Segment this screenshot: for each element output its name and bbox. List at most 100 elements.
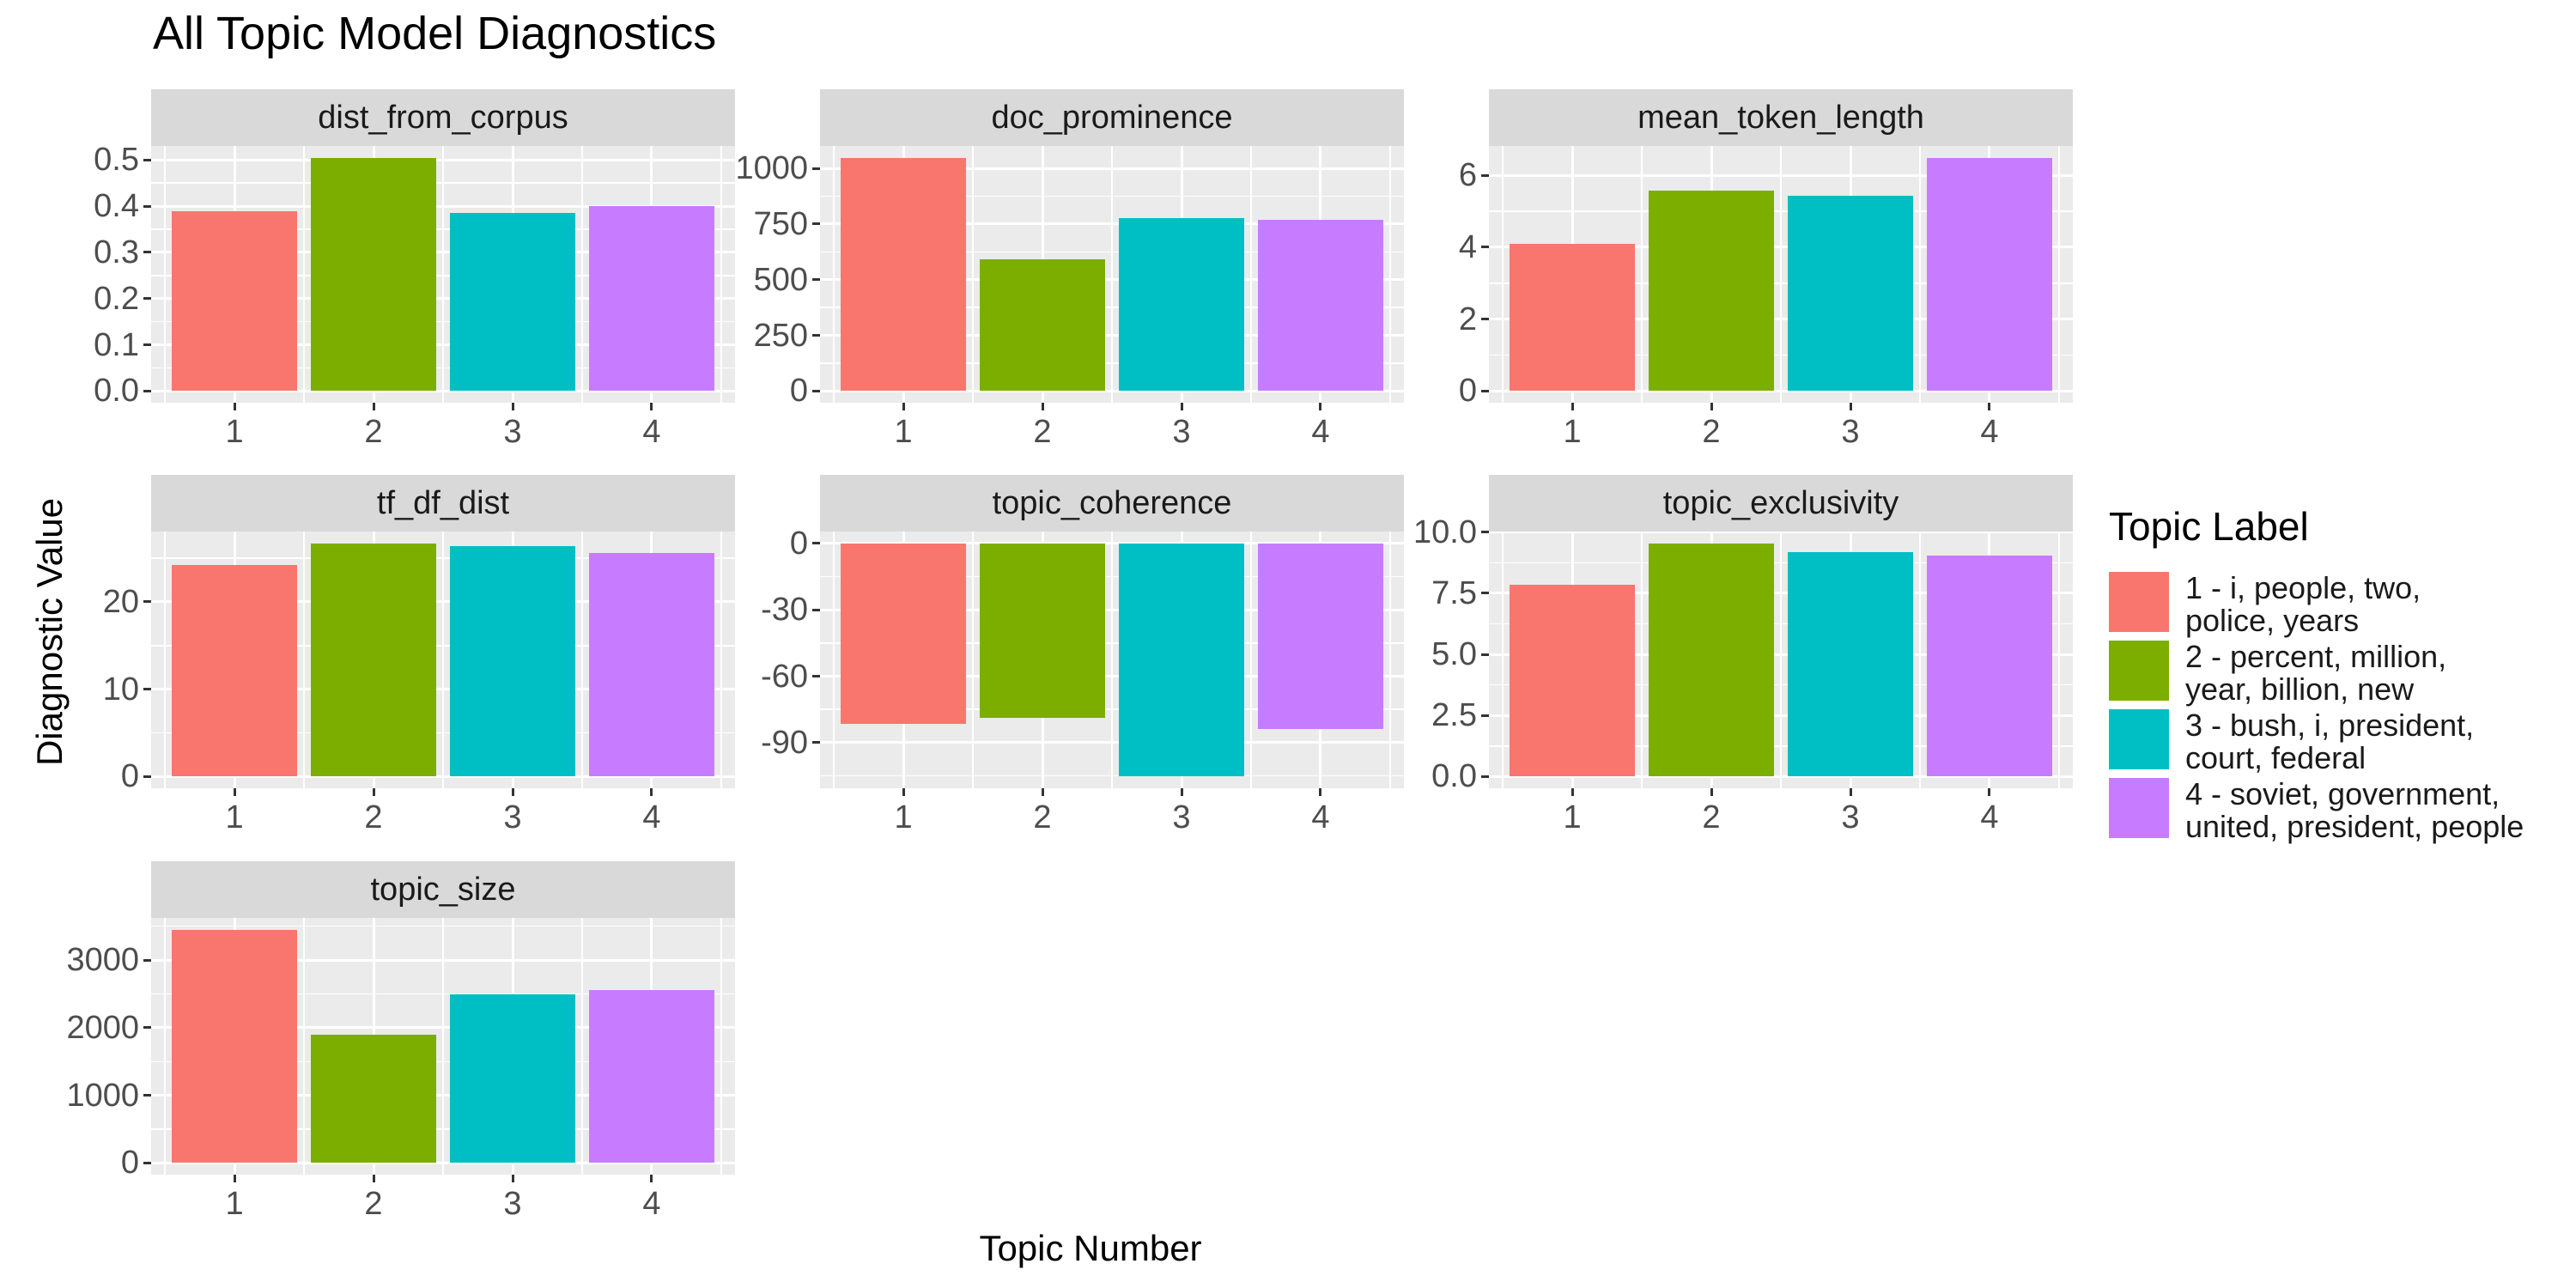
facet-strip-topic_exclusivity: topic_exclusivity <box>1489 475 2073 532</box>
y-tick-label: 2000 <box>66 1009 139 1046</box>
minor-gridline <box>442 918 444 1175</box>
bar-mean_token_length-topic-2 <box>1649 190 1774 392</box>
x-tick-mark <box>650 788 653 796</box>
x-tick-label: 3 <box>503 799 522 835</box>
y-tick-mark <box>143 688 151 691</box>
facet-strip-label: topic_exclusivity <box>1662 484 1899 521</box>
minor-gridline <box>581 918 583 1175</box>
facet-panel-topic_exclusivity <box>1489 532 2073 788</box>
bar-topic_size-topic-4 <box>589 990 714 1163</box>
y-tick-mark <box>143 389 151 392</box>
y-tick-label: 0.4 <box>94 188 139 225</box>
facet-strip-label: topic_size <box>370 871 516 908</box>
y-tick-label: 0.0 <box>94 373 139 410</box>
y-tick-mark <box>812 542 820 545</box>
bar-topic_size-topic-2 <box>311 1034 436 1163</box>
facet-panel-tf_df_dist <box>151 532 735 788</box>
x-tick-mark <box>1849 788 1852 796</box>
y-tick-label: 1000 <box>735 150 808 186</box>
legend-item-topic-4: 4 - soviet, government, united, president… <box>2109 778 2573 842</box>
y-tick-mark <box>143 158 151 161</box>
major-gridline <box>1489 714 2073 717</box>
bar-dist_from_corpus-topic-2 <box>311 157 436 392</box>
x-tick-label: 1 <box>1563 414 1582 450</box>
y-tick-label: 0 <box>789 373 808 410</box>
minor-gridline <box>1919 146 1921 403</box>
x-tick-mark <box>511 788 514 796</box>
legend-label-line: court, federal <box>2185 739 2366 775</box>
x-tick-label: 2 <box>364 1186 383 1222</box>
facet-panel-mean_token_length <box>1489 146 2073 403</box>
y-axis-title: Diagnostic Value <box>29 497 70 767</box>
minor-gridline <box>2058 146 2060 403</box>
major-gridline <box>151 958 735 962</box>
chart-title: All Topic Model Diagnostics <box>153 8 717 59</box>
major-gridline <box>151 343 735 347</box>
bar-tf_df_dist-topic-3 <box>450 545 575 777</box>
x-tick-label: 3 <box>1841 799 1860 835</box>
minor-gridline <box>1389 532 1391 788</box>
facet-panel-topic_coherence <box>820 532 1404 788</box>
major-gridline <box>820 741 1404 744</box>
major-gridline <box>1489 173 2073 177</box>
bar-doc_prominence-topic-3 <box>1119 217 1244 392</box>
y-tick-mark <box>812 222 820 226</box>
minor-gridline <box>164 532 166 788</box>
major-gridline <box>820 675 1404 677</box>
x-tick-mark <box>1849 403 1852 410</box>
major-gridline <box>820 222 1404 226</box>
y-tick-label: 0 <box>789 525 808 562</box>
facet-strip-mean_token_length: mean_token_length <box>1489 89 2073 146</box>
major-gridline <box>151 389 735 392</box>
facet-strip-topic_coherence: topic_coherence <box>820 475 1404 532</box>
y-tick-mark <box>143 1161 151 1164</box>
x-tick-label: 4 <box>1311 799 1330 835</box>
y-tick-label: 0.2 <box>94 280 139 317</box>
y-tick-label: 6 <box>1458 157 1477 194</box>
y-tick-mark <box>1481 531 1489 534</box>
x-tick-label: 2 <box>1033 799 1052 835</box>
minor-gridline <box>720 532 722 788</box>
legend-label-line: united, president, people <box>2185 808 2524 844</box>
bar-doc_prominence-topic-4 <box>1258 220 1383 392</box>
minor-gridline <box>442 146 444 403</box>
minor-gridline <box>581 532 583 788</box>
minor-gridline <box>1111 532 1113 788</box>
y-tick-mark <box>143 600 151 604</box>
major-gridline <box>820 542 1404 545</box>
y-tick-label: 10 <box>102 671 139 708</box>
minor-gridline <box>972 146 974 403</box>
y-tick-mark <box>143 204 151 208</box>
major-gridline <box>1489 318 2073 321</box>
major-gridline <box>151 297 735 301</box>
bar-doc_prominence-topic-2 <box>980 259 1105 392</box>
y-tick-label: 10.0 <box>1413 513 1477 550</box>
y-tick-label: 20 <box>102 583 139 620</box>
minor-gridline <box>303 532 305 788</box>
legend-swatch-topic-4 <box>2109 778 2169 838</box>
bar-tf_df_dist-topic-2 <box>311 543 436 777</box>
x-tick-mark <box>1041 788 1044 796</box>
bar-dist_from_corpus-topic-3 <box>450 213 575 392</box>
facet-strip-label: dist_from_corpus <box>318 99 568 136</box>
legend-label-topic-2: 2 - percent, million, year, billion, new <box>2185 641 2572 705</box>
y-tick-label: 250 <box>753 317 808 354</box>
bar-doc_prominence-topic-1 <box>841 157 966 392</box>
y-tick-mark <box>143 1026 151 1030</box>
bar-topic_size-topic-1 <box>172 929 297 1163</box>
major-gridline <box>820 389 1404 392</box>
legend-item-topic-2: 2 - percent, million, year, billion, new <box>2109 641 2573 705</box>
legend-label-line: 1 - i, people, two, <box>2185 570 2421 605</box>
y-tick-mark <box>143 343 151 347</box>
x-tick-mark <box>511 403 514 410</box>
legend-label-line: 2 - percent, million, <box>2185 639 2447 674</box>
y-tick-mark <box>812 389 820 392</box>
minor-gridline <box>720 918 722 1175</box>
minor-gridline <box>581 146 583 403</box>
x-tick-mark <box>233 1175 236 1182</box>
minor-gridline <box>303 918 305 1175</box>
legend-item-topic-1: 1 - i, people, two, police, years <box>2109 572 2573 636</box>
x-tick-label: 3 <box>503 414 522 450</box>
y-tick-label: -60 <box>761 658 808 695</box>
major-gridline <box>820 278 1404 282</box>
